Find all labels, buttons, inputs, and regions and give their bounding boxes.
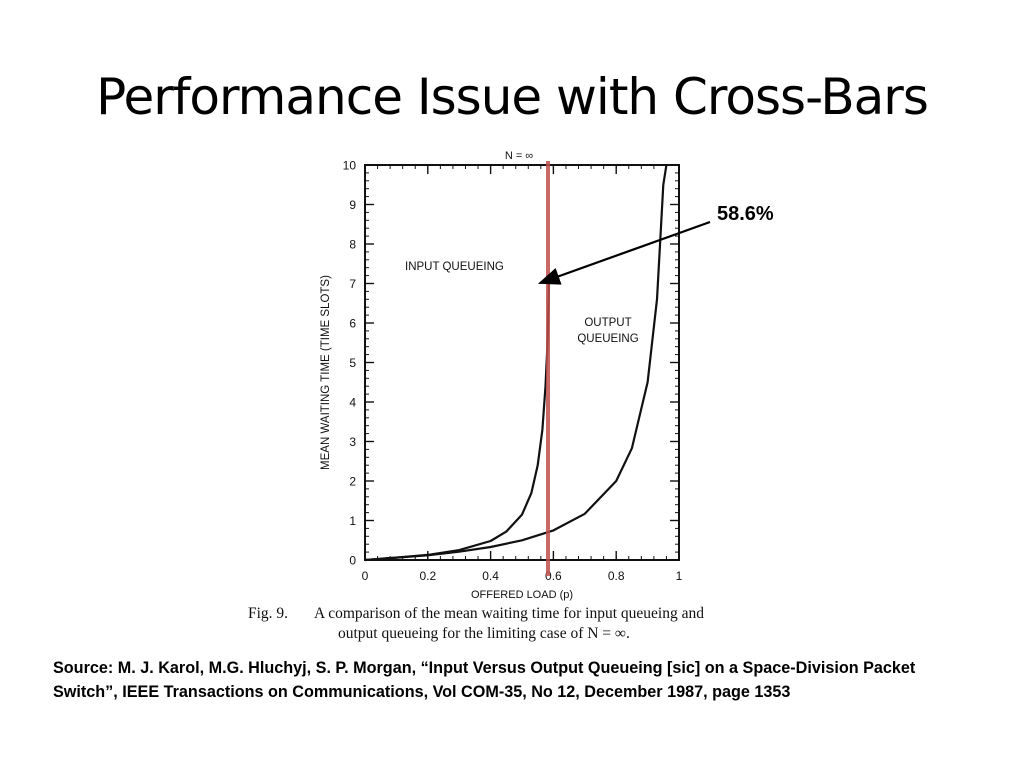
y-tick-label: 8	[349, 238, 356, 252]
annotation-label: 58.6%	[717, 203, 774, 225]
y-tick-label: 2	[349, 475, 356, 489]
y-tick-label: 7	[349, 277, 356, 291]
y-tick-label: 3	[349, 435, 356, 449]
input-queueing-label: INPUT QUEUEING	[405, 261, 504, 273]
figure-caption: Fig. 9. A comparison of the mean waiting …	[248, 604, 788, 644]
output-queueing-label-line1: OUTPUT	[584, 317, 631, 329]
y-tick-label: 5	[349, 356, 356, 370]
output-queueing-label-line2: QUEUEING	[577, 333, 638, 345]
caption-number: Fig. 9.	[248, 605, 289, 622]
x-tick-label: 0	[362, 569, 369, 583]
x-tick-label: 0.2	[419, 569, 436, 583]
source-citation: Source: M. J. Karol, M.G. Hluchyj, S. P.…	[53, 659, 916, 701]
plot-frame	[364, 164, 680, 561]
output-queueing-curve	[364, 164, 668, 562]
input-queueing-curve	[364, 283, 551, 562]
y-tick-label: 1	[349, 514, 356, 528]
slide-title: Performance Issue with Cross-Bars	[96, 68, 929, 126]
y-tick-label: 9	[349, 198, 356, 212]
x-axis-label: OFFERED LOAD (p)	[471, 589, 573, 601]
caption-line-1: A comparison of the mean waiting time fo…	[314, 605, 704, 622]
y-tick-label: 0	[349, 554, 356, 568]
y-tick-label: 6	[349, 317, 356, 331]
x-tick-label: 0.8	[608, 569, 625, 583]
x-tick-label: 1	[676, 569, 683, 583]
y-tick-label: 10	[343, 159, 357, 173]
y-axis-label: MEAN WAITING TIME (TIME SLOTS)	[320, 275, 332, 470]
caption-line-2: output queueing for the limiting case of…	[338, 625, 630, 642]
x-tick-label: 0.4	[482, 569, 499, 583]
y-tick-label: 4	[349, 396, 356, 410]
annotation-arrow	[537, 220, 711, 285]
chart-title: N = ∞	[505, 150, 533, 162]
